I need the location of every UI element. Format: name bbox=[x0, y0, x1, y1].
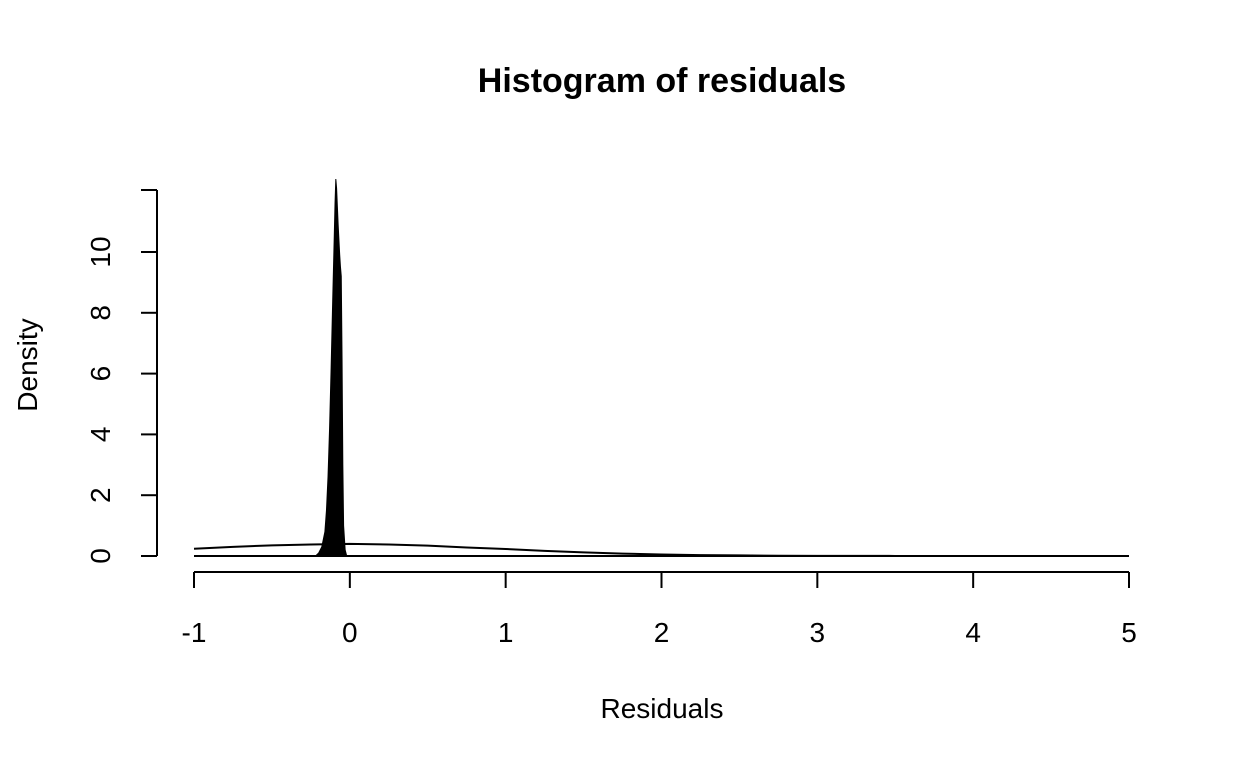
x-axis: -1 0 1 2 3 4 5 bbox=[182, 571, 1137, 648]
y-tick-label-3: 6 bbox=[85, 366, 116, 382]
x-tick-label-6: 5 bbox=[1121, 617, 1137, 648]
x-tick-label-0: -1 bbox=[182, 617, 207, 648]
x-tick-label-2: 1 bbox=[498, 617, 514, 648]
x-axis-label: Residuals bbox=[601, 693, 724, 724]
x-tick-label-1: 0 bbox=[342, 617, 358, 648]
density-fill-0 bbox=[314, 178, 348, 557]
y-tick-label-0: 0 bbox=[85, 548, 116, 564]
y-axis-label: Density bbox=[12, 318, 43, 411]
x-tick-label-5: 4 bbox=[965, 617, 981, 648]
plot-area bbox=[193, 178, 1130, 557]
y-axis: 0 2 4 6 8 10 bbox=[85, 189, 158, 564]
x-tick-label-3: 2 bbox=[654, 617, 670, 648]
y-tick-label-1: 2 bbox=[85, 487, 116, 503]
y-tick-label-4: 8 bbox=[85, 305, 116, 321]
y-tick-label-2: 4 bbox=[85, 427, 116, 443]
y-tick-label-5: 10 bbox=[85, 236, 116, 267]
x-tick-label-4: 3 bbox=[810, 617, 826, 648]
chart-title: Histogram of residuals bbox=[478, 62, 846, 100]
